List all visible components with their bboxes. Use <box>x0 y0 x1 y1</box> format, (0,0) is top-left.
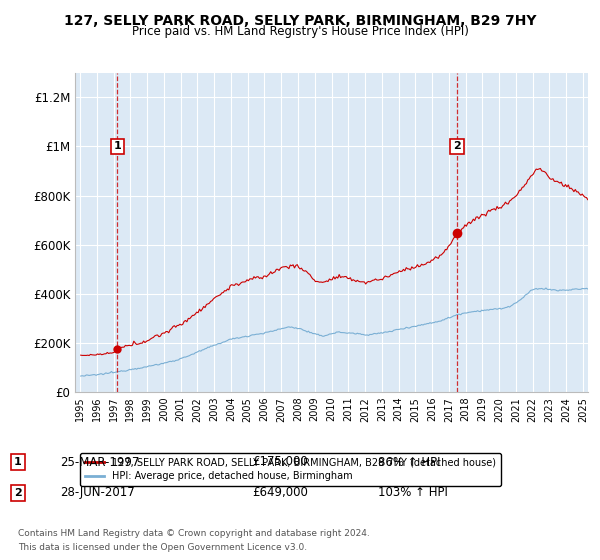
Text: Contains HM Land Registry data © Crown copyright and database right 2024.: Contains HM Land Registry data © Crown c… <box>18 529 370 538</box>
Text: 127, SELLY PARK ROAD, SELLY PARK, BIRMINGHAM, B29 7HY: 127, SELLY PARK ROAD, SELLY PARK, BIRMIN… <box>64 14 536 28</box>
Text: This data is licensed under the Open Government Licence v3.0.: This data is licensed under the Open Gov… <box>18 543 307 552</box>
Text: 86% ↑ HPI: 86% ↑ HPI <box>378 455 440 469</box>
Text: 2: 2 <box>453 142 461 151</box>
Legend: 127, SELLY PARK ROAD, SELLY PARK, BIRMINGHAM, B29 7HY (detached house), HPI: Ave: 127, SELLY PARK ROAD, SELLY PARK, BIRMIN… <box>80 452 501 486</box>
Text: 1: 1 <box>113 142 121 151</box>
Text: Price paid vs. HM Land Registry's House Price Index (HPI): Price paid vs. HM Land Registry's House … <box>131 25 469 38</box>
Text: 25-MAR-1997: 25-MAR-1997 <box>60 455 139 469</box>
Text: 2: 2 <box>14 488 22 498</box>
Text: £175,000: £175,000 <box>252 455 308 469</box>
Text: 1: 1 <box>14 457 22 467</box>
Text: 103% ↑ HPI: 103% ↑ HPI <box>378 486 448 500</box>
Text: 28-JUN-2017: 28-JUN-2017 <box>60 486 135 500</box>
Text: £649,000: £649,000 <box>252 486 308 500</box>
